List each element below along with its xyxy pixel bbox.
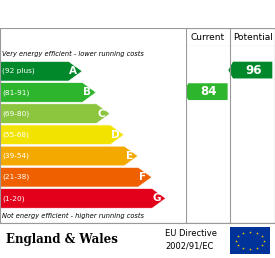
- Polygon shape: [0, 125, 124, 145]
- Text: G: G: [153, 194, 161, 203]
- Text: Potential: Potential: [233, 33, 273, 42]
- Text: (81-91): (81-91): [2, 89, 30, 96]
- Text: Not energy efficient - higher running costs: Not energy efficient - higher running co…: [2, 213, 144, 219]
- Polygon shape: [184, 83, 228, 100]
- Text: (39-54): (39-54): [2, 153, 29, 159]
- Text: (92 plus): (92 plus): [2, 68, 35, 75]
- Text: EU Directive
2002/91/EC: EU Directive 2002/91/EC: [165, 229, 217, 250]
- Text: (21-38): (21-38): [2, 174, 30, 180]
- Text: (55-68): (55-68): [2, 132, 29, 138]
- Text: (69-80): (69-80): [2, 110, 30, 117]
- Text: B: B: [83, 87, 91, 98]
- Text: 84: 84: [200, 85, 217, 98]
- Polygon shape: [0, 61, 82, 81]
- Polygon shape: [0, 167, 152, 187]
- Text: (1-20): (1-20): [2, 195, 25, 202]
- Text: Very energy efficient - lower running costs: Very energy efficient - lower running co…: [2, 51, 144, 57]
- Polygon shape: [228, 62, 272, 78]
- Text: C: C: [97, 109, 105, 119]
- Text: F: F: [139, 172, 147, 182]
- Text: Current: Current: [191, 33, 225, 42]
- Bar: [230, 227, 270, 254]
- Text: D: D: [111, 130, 120, 140]
- Text: E: E: [126, 151, 133, 161]
- Text: A: A: [69, 66, 78, 76]
- Polygon shape: [0, 146, 138, 166]
- Polygon shape: [0, 104, 110, 124]
- Polygon shape: [0, 189, 166, 208]
- Text: Energy Efficiency Rating: Energy Efficiency Rating: [7, 7, 209, 22]
- Text: England & Wales: England & Wales: [6, 233, 117, 246]
- Text: 96: 96: [245, 63, 262, 77]
- Polygon shape: [0, 83, 96, 102]
